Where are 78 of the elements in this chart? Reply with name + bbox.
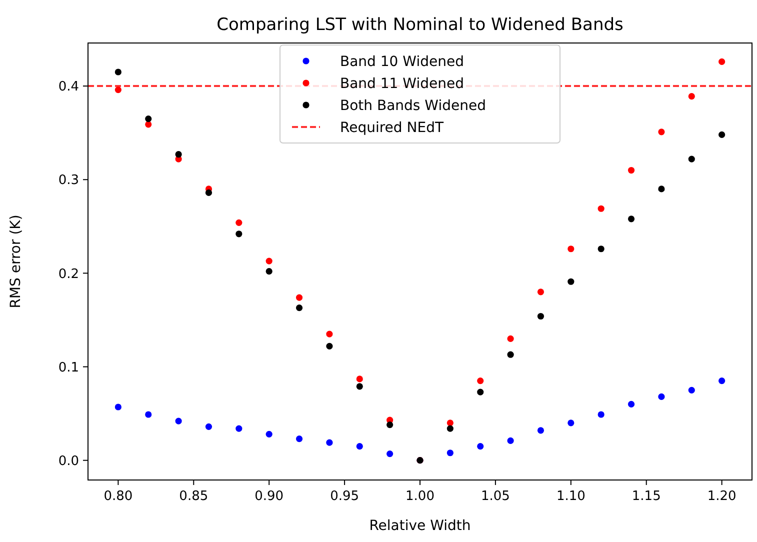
x-tick-label: 1.00: [406, 489, 434, 504]
point: [507, 351, 514, 358]
point: [446, 425, 454, 432]
point: [507, 335, 514, 342]
point: [477, 378, 484, 384]
point: [296, 436, 303, 442]
point: [145, 411, 152, 418]
point: [446, 450, 454, 456]
point: [356, 376, 363, 382]
point: [205, 189, 212, 196]
point: [266, 258, 272, 264]
legend-label: Band 11 Widened: [340, 76, 464, 92]
legend-label: Required NEdT: [340, 120, 444, 136]
point: [598, 411, 604, 418]
y-axis-title: RMS error (K): [8, 214, 24, 308]
point: [598, 205, 604, 212]
y-tick-label: 0.1: [58, 360, 79, 376]
point: [477, 443, 484, 450]
point: [266, 430, 272, 438]
point: [658, 128, 665, 136]
point: [114, 404, 122, 410]
point: [568, 246, 574, 252]
x-tick-label: 0.85: [179, 489, 208, 504]
point: [658, 393, 665, 400]
y-tick-label: 0.3: [58, 173, 79, 188]
point: [236, 425, 242, 432]
point: [386, 450, 394, 458]
y-tick-label: 0.4: [58, 80, 79, 95]
point: [386, 421, 394, 428]
x-tick-label: 1.15: [632, 489, 661, 504]
point: [688, 93, 695, 100]
point: [598, 246, 604, 252]
point: [628, 400, 635, 408]
point: [688, 386, 695, 394]
x-axis-title: Relative Width: [369, 518, 471, 534]
legend-label: Both Bands Widened: [340, 98, 486, 114]
point: [296, 304, 303, 312]
point: [175, 418, 182, 424]
point: [356, 443, 363, 450]
point: [205, 423, 212, 430]
legend-label: Band 10 Widened: [340, 54, 464, 70]
chart-title: Comparing LST with Nominal to Widened Bands: [216, 15, 624, 35]
point: [114, 86, 122, 94]
point: [326, 330, 333, 338]
point: [628, 216, 635, 222]
point: [568, 420, 574, 426]
point: [326, 439, 333, 446]
x-tick-label: 0.80: [104, 489, 133, 504]
point: [658, 186, 665, 192]
point: [175, 151, 182, 158]
point: [236, 230, 242, 238]
point: [688, 156, 695, 162]
point: [718, 58, 726, 66]
y-tick-label: 0.0: [58, 454, 79, 469]
point: [145, 121, 152, 128]
point: [537, 312, 544, 320]
point: [718, 378, 726, 384]
y-tick-label: 0.2: [58, 266, 79, 282]
point: [507, 437, 514, 444]
point: [568, 278, 574, 285]
x-tick-label: 0.90: [254, 489, 284, 504]
point: [537, 288, 544, 296]
point: [718, 131, 726, 138]
point: [477, 388, 484, 396]
point: [236, 219, 242, 226]
x-tick-label: 1.05: [480, 489, 510, 504]
point: [114, 68, 122, 76]
point: [326, 342, 333, 350]
x-tick-label: 1.20: [707, 489, 736, 504]
point: [145, 116, 152, 122]
point: [537, 427, 544, 434]
point: [446, 420, 454, 426]
point: [266, 268, 272, 275]
point: [296, 294, 303, 301]
point: [628, 166, 635, 174]
x-tick-label: 0.95: [330, 489, 360, 504]
point: [356, 383, 363, 390]
x-tick-label: 1.10: [556, 489, 586, 504]
